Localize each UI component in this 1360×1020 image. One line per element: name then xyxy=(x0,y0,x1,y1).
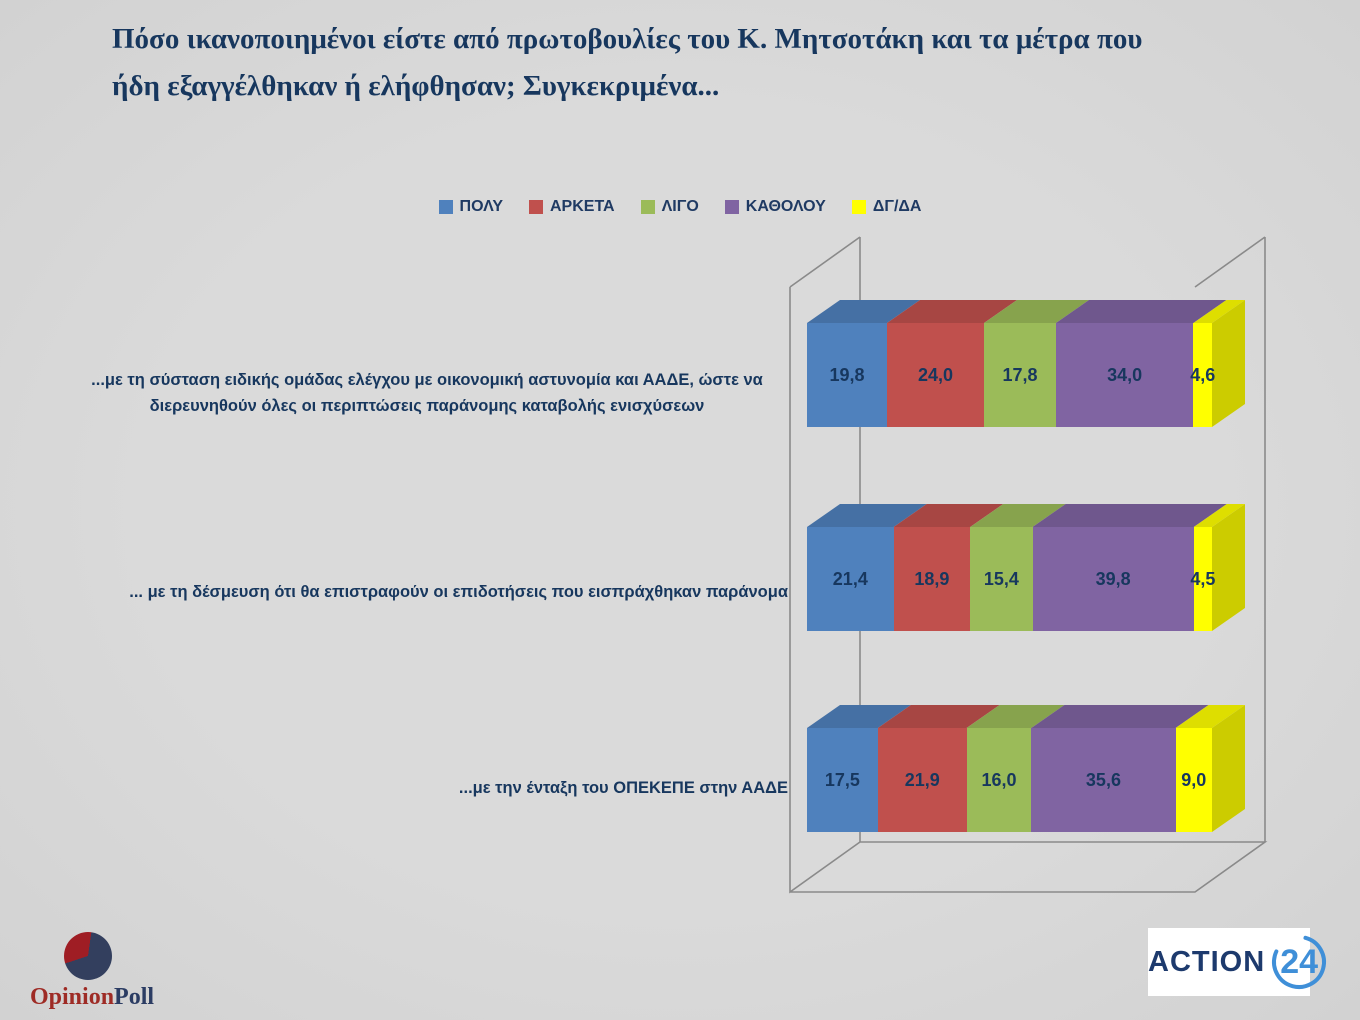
action24-arc-icon xyxy=(1272,935,1327,989)
legend-swatch-icon xyxy=(724,200,739,214)
legend-label: ΔΓ/ΔΑ xyxy=(872,198,922,215)
legend-item-1: ΑΡΚΕΤΑ xyxy=(529,198,615,216)
value-label: 16,0 xyxy=(981,769,1017,790)
bar-2-segment-4: 9,0 xyxy=(1175,728,1212,832)
bar-1-segment-3-top-face xyxy=(1033,504,1227,527)
legend-item-2: ΛΙΓΟ xyxy=(640,198,699,216)
bar-0-segment-0: 19,8 xyxy=(807,323,888,427)
bar-0-segment-2-top-face xyxy=(984,300,1089,323)
chart-legend: ΠΟΛΥ ΑΡΚΕΤΑ ΛΙΓΟ ΚΑΘΟΛΟΥ ΔΓ/ΔΑ xyxy=(0,194,1360,220)
bar-1-segment-0-top-face xyxy=(807,504,927,527)
value-label: 34,0 xyxy=(1107,364,1143,385)
value-label: 17,5 xyxy=(824,769,860,790)
bar-0-segment-0-top-face xyxy=(807,300,920,323)
bar-0-segment-3: 34,0 xyxy=(1055,323,1194,427)
bar-row-0: 19,8 24,0 17,8 34,0 4,6 xyxy=(807,323,1212,427)
opinion-poll-word-poll: Poll xyxy=(114,984,155,1010)
legend-item-4: ΔΓ/ΔΑ xyxy=(851,198,922,216)
value-label: 18,9 xyxy=(914,568,950,589)
opinion-poll-logo: OpinionPoll xyxy=(30,930,220,1015)
legend-item-3: ΚΑΘΟΛΟΥ xyxy=(724,198,826,216)
bar-2-side-face xyxy=(1212,705,1245,832)
legend-item-0: ΠΟΛΥ xyxy=(438,198,503,216)
bar-0-segment-4: 4,6 xyxy=(1190,323,1216,427)
value-label: 19,8 xyxy=(829,364,865,385)
legend-label: ΚΑΘΟΛΟΥ xyxy=(745,198,826,215)
opinion-poll-word-opinion: Opinion xyxy=(30,984,115,1010)
action24-wordmark: ACTION xyxy=(1148,945,1266,978)
bar-2-segment-2: 16,0 xyxy=(966,728,1032,832)
bar-2-segment-0-top-face xyxy=(807,705,911,728)
legend-label: ΛΙΓΟ xyxy=(661,198,699,215)
bar-1-segment-1: 18,9 xyxy=(893,527,971,631)
opinion-poll-wordmark: OpinionPoll xyxy=(30,984,220,1011)
legend-swatch-icon xyxy=(851,200,866,214)
bar-1-segment-1-top-face xyxy=(894,504,1004,527)
value-label: 9,0 xyxy=(1181,769,1207,790)
value-label: 39,8 xyxy=(1095,568,1131,589)
bar-0-segment-2: 17,8 xyxy=(984,323,1056,427)
action24-logo: ACTION 24 xyxy=(1148,928,1327,996)
legend-swatch-icon xyxy=(438,200,453,214)
bar-2-segment-3-top-face xyxy=(1031,705,1208,728)
bar-0-segment-1: 24,0 xyxy=(887,323,985,427)
bar-1-segment-3: 39,8 xyxy=(1032,527,1194,631)
bar-1-segment-2: 15,4 xyxy=(970,527,1033,631)
bar-2-segment-0: 17,5 xyxy=(807,728,878,832)
bar-row-1: 21,4 18,9 15,4 39,8 4,5 xyxy=(807,527,1212,631)
bar-2-segment-1-top-face xyxy=(878,705,1000,728)
bar-2-segment-3: 35,6 xyxy=(1031,728,1176,832)
chart-title-line2: ήδη εξαγγέλθηκαν ή ελήφθησαν; Συγκεκριμέ… xyxy=(112,70,720,102)
value-label: 4,5 xyxy=(1190,568,1216,589)
category-label-3: ...με την ένταξη του ΟΠΕΚΕΠΕ στην ΑΑΔΕ xyxy=(458,779,788,798)
chart-title: Πόσο ικανοποιημένοι είστε από πρωτοβουλί… xyxy=(112,16,1302,110)
chart-title-line1: Πόσο ικανοποιημένοι είστε από πρωτοβουλί… xyxy=(112,23,1143,55)
legend-swatch-icon xyxy=(529,200,543,214)
bar-1-segment-0: 21,4 xyxy=(807,527,894,631)
bar-0-segment-3-top-face xyxy=(1056,300,1226,323)
value-label: 15,4 xyxy=(983,568,1019,589)
legend-swatch-icon xyxy=(640,200,655,214)
bar-1-side-face xyxy=(1212,504,1245,631)
value-label: 17,8 xyxy=(1002,364,1038,385)
legend-label: ΠΟΛΥ xyxy=(459,198,503,215)
action24-circle-icon: 24 xyxy=(1269,932,1327,992)
value-label: 21,4 xyxy=(832,568,868,589)
value-label: 35,6 xyxy=(1085,769,1121,790)
value-label: 21,9 xyxy=(904,769,940,790)
value-label: 24,0 xyxy=(917,364,954,385)
value-label: 4,6 xyxy=(1190,364,1216,385)
category-label-1: ...με τη σύσταση ειδικής ομάδας ελέγχου … xyxy=(91,371,763,415)
bar-0-segment-1-top-face xyxy=(887,300,1017,323)
bar-0-side-face xyxy=(1212,300,1245,427)
bar-row-2: 17,5 21,9 16,0 35,6 9,0 xyxy=(807,728,1212,832)
opinion-poll-pie-icon xyxy=(64,932,112,980)
category-label-2: ... με τη δέσμευση ότι θα επιστραφούν οι… xyxy=(129,583,788,602)
action24-number: 24 xyxy=(1280,942,1319,981)
legend-label: ΑΡΚΕΤΑ xyxy=(550,198,615,215)
bar-2-segment-1: 21,9 xyxy=(877,728,967,832)
bar-1-segment-4: 4,5 xyxy=(1190,527,1215,631)
